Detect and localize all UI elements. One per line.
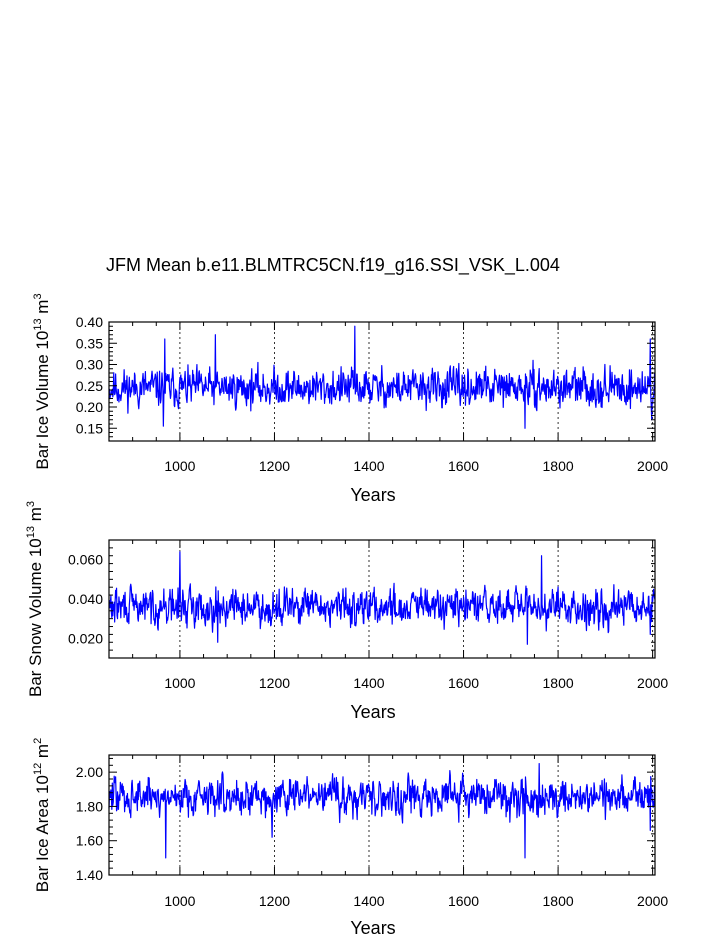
x-tick-label-1800: 1800 <box>543 458 574 474</box>
x-tick-label-2000: 2000 <box>637 893 668 909</box>
y-tick-label-1.40: 1.40 <box>76 867 103 883</box>
x-tick-label-1200: 1200 <box>259 458 290 474</box>
x-tick-label-2000: 2000 <box>637 458 668 474</box>
y-tick-label-0.30: 0.30 <box>76 357 103 373</box>
y-tick-label-0.040: 0.040 <box>68 591 103 607</box>
y-axis-title: Bar Ice Volume 1013 m3 <box>32 293 52 469</box>
y-tick-label-0.060: 0.060 <box>68 552 103 568</box>
y-tick-label-0.15: 0.15 <box>76 420 103 436</box>
x-tick-label-1400: 1400 <box>353 458 384 474</box>
series-line-bar-ice-area <box>108 762 656 859</box>
x-tick-label-2000: 2000 <box>637 675 668 691</box>
panel-2: 1000 1200 1400 1600 1800 2000 0.020 0.040 0.060 Y… <box>25 501 668 722</box>
y-tick-label-0.40: 0.40 <box>76 314 103 330</box>
x-axis-title: Years <box>350 918 395 935</box>
figure-title: JFM Mean b.e11.BLMTRC5CN.f19_g16.SSI_VSK… <box>106 255 560 276</box>
x-tick-label-1600: 1600 <box>448 675 479 691</box>
x-tick-label-1000: 1000 <box>164 893 195 909</box>
series-line-bar-snow-volume <box>108 551 656 645</box>
panel-3: 1000 1200 1400 1600 1800 2000 1.40 1.60 1.80 2.00… <box>32 738 668 935</box>
y-axis-title: Bar Snow Volume 1013 m3 <box>25 501 45 697</box>
series-line-bar-ice-volume <box>108 325 656 429</box>
x-tick-label-1600: 1600 <box>448 458 479 474</box>
x-tick-label-1400: 1400 <box>353 675 384 691</box>
y-tick-label-2.00: 2.00 <box>76 764 103 780</box>
x-tick-label-1800: 1800 <box>543 893 574 909</box>
plot-frame <box>108 539 656 659</box>
y-tick-label-0.020: 0.020 <box>68 630 103 646</box>
x-tick-label-1200: 1200 <box>259 893 290 909</box>
x-axis-title: Years <box>350 485 395 505</box>
x-tick-label-1800: 1800 <box>543 675 574 691</box>
x-tick-label-1000: 1000 <box>164 675 195 691</box>
y-tick-label-1.60: 1.60 <box>76 833 103 849</box>
x-tick-label-1600: 1600 <box>448 893 479 909</box>
x-tick-label-1000: 1000 <box>164 458 195 474</box>
plot-frame <box>108 754 656 876</box>
y-tick-label-0.20: 0.20 <box>76 399 103 415</box>
x-tick-label-1400: 1400 <box>353 893 384 909</box>
panels-container: 1000 1200 1400 1600 1800 2000 0.15 0.20 0.25 0.30… <box>25 293 668 935</box>
panel-1: 1000 1200 1400 1600 1800 2000 0.15 0.20 0.25 0.30… <box>32 293 668 505</box>
y-axis-title: Bar Ice Area 1012 m2 <box>32 738 52 892</box>
y-tick-label-1.80: 1.80 <box>76 798 103 814</box>
y-tick-label-0.25: 0.25 <box>76 378 103 394</box>
y-tick-label-0.35: 0.35 <box>76 335 103 351</box>
x-tick-label-1200: 1200 <box>259 675 290 691</box>
x-axis-title: Years <box>350 702 395 722</box>
